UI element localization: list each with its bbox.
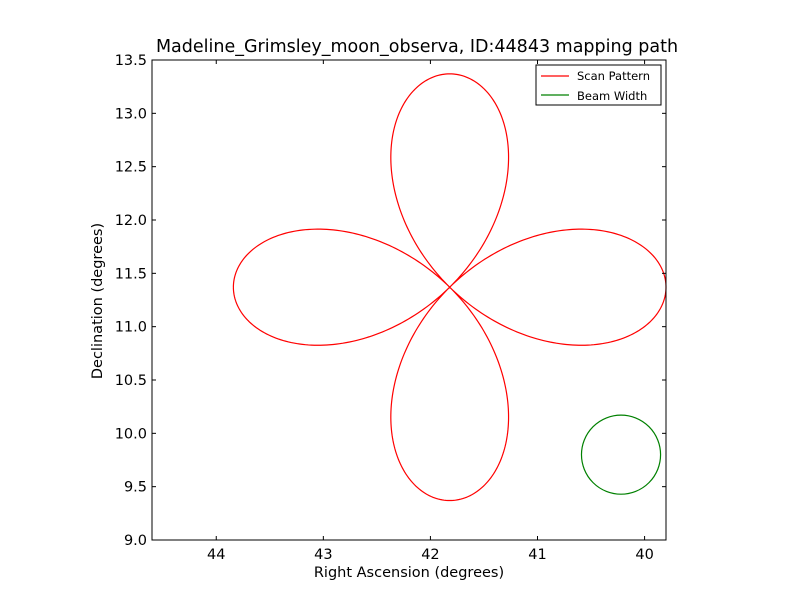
legend-label-scan-pattern: Scan Pattern xyxy=(577,69,650,83)
y-tick-label: 11.5 xyxy=(115,266,147,282)
x-tick-label: 44 xyxy=(207,547,225,563)
x-tick-label: 42 xyxy=(421,547,439,563)
y-tick-label: 12.0 xyxy=(115,213,147,229)
legend: Scan Pattern Beam Width xyxy=(535,64,662,106)
plot-area xyxy=(152,60,666,540)
y-tick-label: 13.0 xyxy=(115,106,147,122)
x-tick-label: 43 xyxy=(314,547,332,563)
ticks-layer: 44 43 42 41 40 9.0 9.5 10.0 10.5 11.0 11.5 12.0 12.5… xyxy=(115,53,666,563)
y-tick-label: 13.5 xyxy=(115,53,147,69)
x-axis-label: Right Ascension (degrees) xyxy=(314,565,504,581)
y-tick-label: 12.5 xyxy=(115,160,147,176)
y-tick-label: 10.0 xyxy=(115,426,147,442)
x-tick-label: 41 xyxy=(528,547,546,563)
plot-frame xyxy=(151,59,667,541)
legend-label-beam-width: Beam Width xyxy=(577,89,647,103)
y-axis-label: Declination (degrees) xyxy=(90,223,106,379)
x-tick-label: 40 xyxy=(635,547,653,563)
beam-width-circle xyxy=(580,414,662,495)
y-tick-label: 9.0 xyxy=(124,533,147,549)
legend-box xyxy=(535,64,662,106)
y-tick-label: 11.0 xyxy=(115,320,147,336)
y-tick-label: 10.5 xyxy=(115,373,147,389)
chart-title: Madeline_Grimsley_moon_observa, ID:44843… xyxy=(156,37,678,57)
y-tick-label: 9.5 xyxy=(124,480,147,496)
